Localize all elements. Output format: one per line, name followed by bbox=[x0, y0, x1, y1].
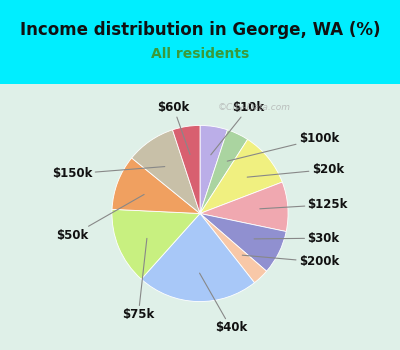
Wedge shape bbox=[112, 158, 200, 214]
Text: ©City-Data.com: ©City-Data.com bbox=[217, 103, 290, 112]
Text: $40k: $40k bbox=[200, 273, 247, 335]
Text: $75k: $75k bbox=[122, 238, 154, 321]
Wedge shape bbox=[141, 214, 254, 302]
Wedge shape bbox=[200, 125, 228, 214]
Text: Income distribution in George, WA (%): Income distribution in George, WA (%) bbox=[20, 21, 380, 39]
Text: $125k: $125k bbox=[260, 198, 348, 211]
Text: $200k: $200k bbox=[242, 255, 339, 268]
Text: $60k: $60k bbox=[158, 101, 190, 154]
Text: $20k: $20k bbox=[247, 163, 344, 177]
Wedge shape bbox=[200, 139, 282, 214]
Wedge shape bbox=[200, 182, 288, 232]
Wedge shape bbox=[112, 209, 200, 279]
Wedge shape bbox=[200, 214, 266, 283]
Wedge shape bbox=[172, 125, 200, 214]
Text: $50k: $50k bbox=[56, 195, 144, 242]
Text: $150k: $150k bbox=[52, 167, 165, 180]
Wedge shape bbox=[132, 130, 200, 214]
Text: All residents: All residents bbox=[151, 47, 249, 61]
Wedge shape bbox=[200, 130, 248, 214]
Text: $10k: $10k bbox=[211, 101, 264, 155]
Wedge shape bbox=[200, 214, 286, 271]
Text: $100k: $100k bbox=[227, 132, 339, 161]
Text: $30k: $30k bbox=[254, 232, 339, 245]
